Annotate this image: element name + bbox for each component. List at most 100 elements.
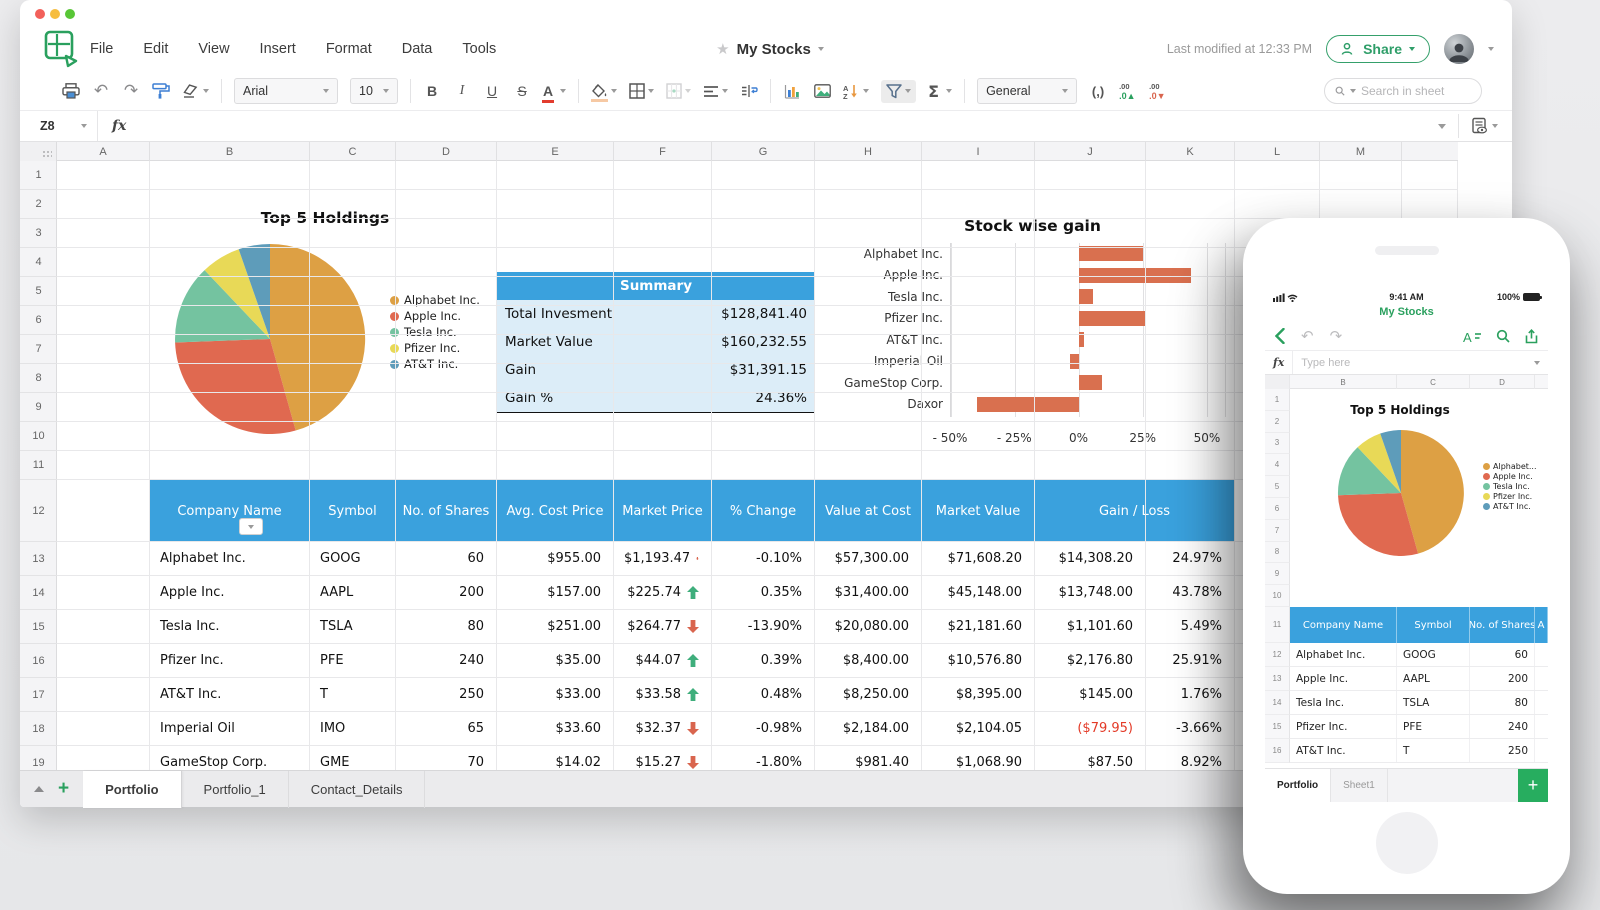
undo-button[interactable]: ↶ bbox=[92, 81, 110, 101]
phone-row-header-13[interactable]: 13 bbox=[1265, 667, 1290, 691]
phone-row-header-16[interactable]: 16 bbox=[1265, 739, 1290, 763]
column-header-A[interactable]: A bbox=[57, 142, 150, 161]
stock-table-header-5[interactable]: Market Price bbox=[614, 480, 712, 542]
row-header-2[interactable]: 2 bbox=[20, 190, 57, 219]
table-row[interactable]: GameStop Corp.GME70$14.02$15.27-1.80%$98… bbox=[150, 746, 1235, 770]
sheet-list-button[interactable] bbox=[34, 786, 44, 792]
phone-row-header-15[interactable]: 15 bbox=[1265, 715, 1290, 739]
phone-search-icon[interactable] bbox=[1496, 329, 1510, 343]
zoom-window-button[interactable] bbox=[65, 9, 75, 19]
increase-decimal-button[interactable]: .00.0▲ bbox=[1119, 83, 1137, 99]
select-all-corner[interactable] bbox=[20, 142, 57, 161]
favorite-star-icon[interactable]: ★ bbox=[716, 40, 729, 58]
formula-bar-expand-chevron-icon[interactable] bbox=[1438, 124, 1446, 129]
sheet-view-button[interactable] bbox=[1471, 117, 1498, 135]
row-header-12[interactable]: 12 bbox=[20, 480, 57, 542]
column-header-K[interactable]: K bbox=[1146, 142, 1235, 161]
phone-home-button[interactable] bbox=[1376, 812, 1438, 874]
phone-column-header-D[interactable]: D bbox=[1470, 375, 1535, 389]
fill-color-chevron-icon[interactable] bbox=[611, 89, 617, 93]
sheet-tab-portfolio[interactable]: Portfolio bbox=[83, 771, 181, 808]
cell-name-box[interactable]: Z8 bbox=[20, 111, 98, 141]
search-input[interactable] bbox=[1361, 84, 1471, 98]
phone-table-row[interactable]: Alphabet Inc.GOOG60 bbox=[1290, 643, 1548, 667]
stock-table[interactable]: Company NameSymbolNo. of SharesAvg. Cost… bbox=[150, 480, 1235, 770]
stock-table-header-8[interactable]: Market Value bbox=[922, 480, 1035, 542]
menu-edit[interactable]: Edit bbox=[143, 41, 168, 57]
number-format-select[interactable]: General bbox=[977, 78, 1077, 104]
bold-button[interactable]: B bbox=[423, 83, 441, 99]
phone-row-header-7[interactable]: 7 bbox=[1265, 520, 1290, 542]
borders-button[interactable] bbox=[629, 83, 654, 99]
merge-cells-button[interactable] bbox=[666, 83, 691, 99]
formula-input[interactable] bbox=[140, 111, 1438, 141]
borders-chevron-icon[interactable] bbox=[648, 89, 654, 93]
phone-sheet-tab-portfolio[interactable]: Portfolio bbox=[1265, 769, 1331, 802]
table-row[interactable]: Apple Inc.AAPL200$157.00$225.740.35%$31,… bbox=[150, 576, 1235, 610]
phone-row-header-8[interactable]: 8 bbox=[1265, 542, 1290, 564]
phone-table-row[interactable]: Pfizer Inc.PFE240 bbox=[1290, 715, 1548, 739]
clear-format-button[interactable] bbox=[182, 84, 209, 98]
row-header-3[interactable]: 3 bbox=[20, 219, 57, 248]
share-sheet-icon[interactable] bbox=[1525, 329, 1538, 344]
row-header-1[interactable]: 1 bbox=[20, 161, 57, 190]
align-chevron-icon[interactable] bbox=[722, 89, 728, 93]
column-header-I[interactable]: I bbox=[922, 142, 1035, 161]
table-row[interactable]: AT&T Inc.T250$33.00$33.580.48%$8,250.00$… bbox=[150, 678, 1235, 712]
phone-table-row[interactable]: Tesla Inc.TSLA80 bbox=[1290, 691, 1548, 715]
back-button[interactable] bbox=[1275, 328, 1285, 344]
row-header-17[interactable]: 17 bbox=[20, 678, 57, 712]
user-avatar[interactable] bbox=[1444, 34, 1474, 64]
phone-row-header-11[interactable]: 11 bbox=[1265, 607, 1290, 643]
font-color-chevron-icon[interactable] bbox=[560, 89, 566, 93]
sort-chevron-icon[interactable] bbox=[863, 89, 869, 93]
share-button[interactable]: Share bbox=[1326, 35, 1430, 63]
row-header-6[interactable]: 6 bbox=[20, 306, 57, 335]
stock-table-header-9[interactable]: Gain / Loss bbox=[1035, 480, 1235, 542]
column-header-J[interactable]: J bbox=[1035, 142, 1146, 161]
add-sheet-button[interactable]: + bbox=[58, 780, 69, 798]
redo-button[interactable]: ↷ bbox=[122, 81, 140, 101]
phone-undo-button[interactable]: ↶ bbox=[1301, 327, 1314, 345]
row-header-9[interactable]: 9 bbox=[20, 393, 57, 422]
search-in-sheet-box[interactable] bbox=[1324, 78, 1482, 104]
horizontal-align-button[interactable] bbox=[703, 85, 728, 98]
table-row[interactable]: Imperial OilIMO65$33.60$32.37-0.98%$2,18… bbox=[150, 712, 1235, 746]
row-header-4[interactable]: 4 bbox=[20, 248, 57, 277]
sum-chevron-icon[interactable] bbox=[946, 89, 952, 93]
insert-image-button[interactable] bbox=[813, 84, 831, 98]
phone-column-header-B[interactable]: B bbox=[1290, 375, 1397, 389]
print-button[interactable] bbox=[62, 83, 80, 99]
stock-table-header-7[interactable]: Value at Cost bbox=[815, 480, 922, 542]
phone-row-header-10[interactable]: 10 bbox=[1265, 585, 1290, 607]
table-row[interactable]: Alphabet Inc.GOOG60$955.00$1,193.47-0.10… bbox=[150, 542, 1235, 576]
row-header-15[interactable]: 15 bbox=[20, 610, 57, 644]
phone-row-header-6[interactable]: 6 bbox=[1265, 498, 1290, 520]
column-header-H[interactable]: H bbox=[815, 142, 922, 161]
wrap-text-button[interactable] bbox=[740, 84, 758, 98]
row-header-13[interactable]: 13 bbox=[20, 542, 57, 576]
menu-view[interactable]: View bbox=[198, 41, 229, 57]
row-header-8[interactable]: 8 bbox=[20, 364, 57, 393]
italic-button[interactable]: I bbox=[453, 83, 471, 99]
stock-table-header-4[interactable]: Avg. Cost Price bbox=[497, 480, 614, 542]
column-header-G[interactable]: G bbox=[712, 142, 815, 161]
close-window-button[interactable] bbox=[35, 9, 45, 19]
fill-color-button[interactable] bbox=[591, 84, 617, 98]
column-header-B[interactable]: B bbox=[150, 142, 310, 161]
row-header-18[interactable]: 18 bbox=[20, 712, 57, 746]
menu-data[interactable]: Data bbox=[402, 41, 433, 57]
minimize-window-button[interactable] bbox=[50, 9, 60, 19]
phone-row-header-12[interactable]: 12 bbox=[1265, 643, 1290, 667]
column-header-E[interactable]: E bbox=[497, 142, 614, 161]
column-header-M[interactable]: M bbox=[1320, 142, 1402, 161]
phone-table-row[interactable]: Apple Inc.AAPL200 bbox=[1290, 667, 1548, 691]
row-header-11[interactable]: 11 bbox=[20, 451, 57, 480]
sheet-view-chevron-icon[interactable] bbox=[1492, 124, 1498, 128]
font-color-button[interactable]: A bbox=[543, 83, 566, 99]
stock-table-header-2[interactable]: Symbol bbox=[310, 480, 396, 542]
clear-format-chevron-icon[interactable] bbox=[203, 89, 209, 93]
underline-button[interactable]: U bbox=[483, 83, 501, 99]
document-title-group[interactable]: ★ My Stocks bbox=[660, 26, 880, 72]
menu-file[interactable]: File bbox=[90, 41, 113, 57]
